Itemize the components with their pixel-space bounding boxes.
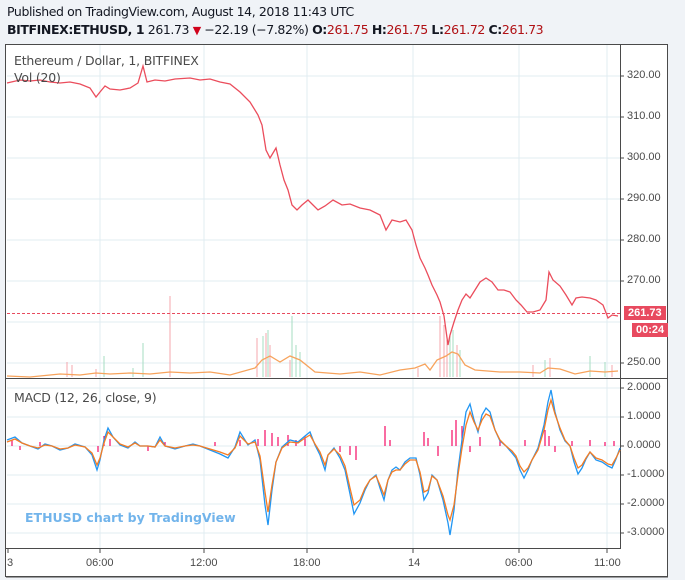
published-caption: Published on TradingView.com, August 14,…	[7, 4, 354, 19]
price-grid	[7, 45, 620, 548]
time-tick: 14	[408, 557, 421, 569]
time-tick: 11:00	[594, 557, 621, 569]
watermark: ETHUSD chart by TradingView	[25, 510, 236, 525]
macd-pane-title: MACD (12, 26, close, 9)	[14, 390, 157, 405]
down-arrow-icon: ▼	[192, 24, 201, 37]
macd-tick: -1.0000	[627, 468, 665, 480]
price-tick: 310.00	[627, 110, 661, 122]
countdown-tag: 00:24	[632, 323, 669, 337]
price-tick: 280.00	[627, 233, 661, 245]
open-label: O:	[312, 22, 327, 37]
price-tick: 250.00	[627, 356, 661, 368]
chart-frame[interactable]	[5, 44, 668, 577]
price-tick: 270.00	[627, 274, 661, 286]
time-tick: 06:00	[86, 557, 114, 569]
time-tick: 18:00	[293, 557, 321, 569]
symbol-name: BITFINEX:ETHUSD, 1	[7, 22, 145, 37]
time-tick: 3	[7, 557, 14, 569]
high-label: H:	[371, 22, 387, 37]
signal-line	[6, 397, 621, 523]
time-tick: 06:00	[505, 557, 533, 569]
time-tick: 12:00	[190, 557, 218, 569]
volume-legend: Vol (20)	[14, 70, 61, 85]
price-series	[6, 63, 619, 346]
symbol-header: BITFINEX:ETHUSD, 1 261.73 ▼ −22.19 (−7.8…	[7, 22, 544, 37]
last-price-tag: 261.73	[624, 306, 666, 320]
price-tick: 290.00	[627, 192, 661, 204]
open-value: 261.75	[326, 22, 369, 37]
close-value: 261.73	[501, 22, 544, 37]
last-price: 261.73	[147, 22, 190, 37]
low-label: L:	[431, 22, 444, 37]
price-pane-title: Ethereum / Dollar, 1, BITFINEX	[14, 53, 199, 68]
macd-tick: -3.0000	[627, 526, 665, 538]
price-tick: 300.00	[627, 151, 661, 163]
price-change: −22.19 (−7.82%)	[204, 22, 309, 37]
volume-bars	[6, 296, 619, 378]
close-label: C:	[488, 22, 503, 37]
macd-tick: 1.0000	[627, 410, 661, 422]
axis-lines	[6, 45, 668, 553]
macd-tick: -2.0000	[627, 497, 665, 509]
price-tick: 320.00	[627, 69, 661, 81]
low-value: 261.72	[443, 22, 486, 37]
macd-tick: 0.0000	[627, 439, 661, 451]
macd-tick: 2.0000	[627, 381, 661, 393]
high-value: 261.75	[386, 22, 429, 37]
